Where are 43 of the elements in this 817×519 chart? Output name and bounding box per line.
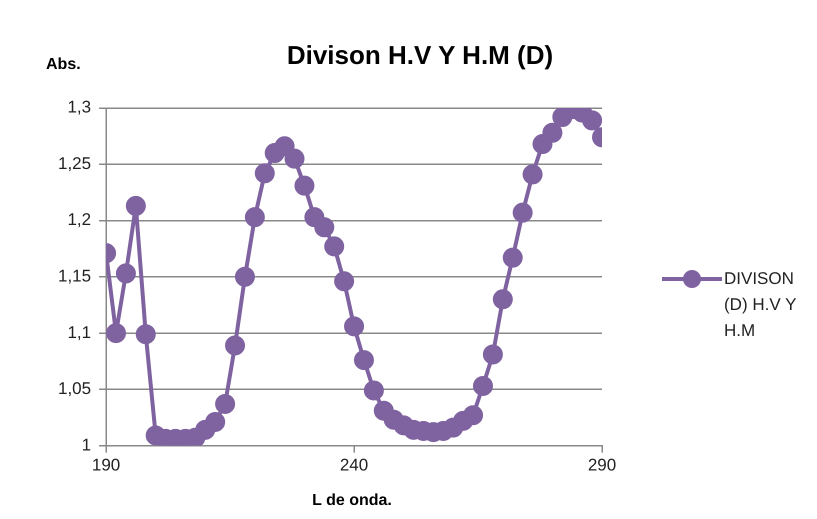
point (344, 316, 364, 336)
point (542, 122, 562, 143)
point (502, 248, 523, 268)
point (234, 266, 255, 287)
point (522, 164, 543, 184)
point (244, 207, 265, 228)
point (482, 344, 503, 364)
x-tick-label: 190 (92, 455, 120, 474)
point (324, 236, 344, 256)
y-tick-label: 1,15 (58, 266, 92, 286)
chart-title: Divison H.V Y H.M (D) (286, 40, 554, 71)
point (492, 289, 513, 310)
point (294, 176, 314, 196)
y-axis-title: Abs. (46, 56, 81, 74)
point (225, 335, 246, 356)
y-tick-label: 1,25 (58, 154, 92, 173)
point (205, 412, 226, 432)
point (136, 324, 156, 344)
y-tick-label: 1,05 (58, 379, 92, 398)
point (354, 350, 374, 370)
point (512, 202, 533, 223)
x-axis-title: L de onda. (311, 492, 393, 510)
point (364, 380, 384, 400)
x-tick-label: 290 (588, 455, 616, 474)
point (126, 196, 146, 216)
point (215, 394, 236, 414)
point (334, 271, 354, 292)
point (532, 134, 552, 154)
x-tick-label: 240 (340, 455, 368, 474)
point (582, 110, 602, 130)
point (106, 323, 126, 344)
point (274, 136, 295, 156)
point (472, 376, 493, 396)
y-tick-label: 1,2 (67, 210, 92, 230)
point (463, 405, 484, 426)
point (314, 217, 334, 238)
legend-label: DIVISON (D) H.V Y H.M (724, 268, 798, 342)
point (116, 263, 136, 284)
y-tick-label: 1 (82, 435, 92, 454)
y-tick-label: 1,1 (67, 322, 92, 342)
y-tick-label: 1,3 (67, 98, 92, 117)
point (284, 148, 305, 169)
point (254, 163, 275, 184)
